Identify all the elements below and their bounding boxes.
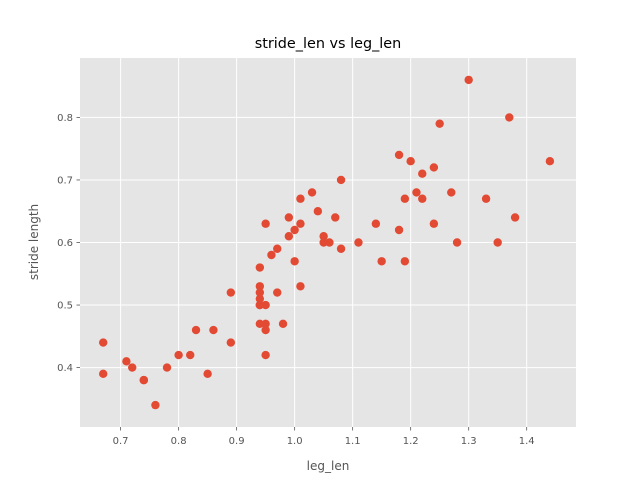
data-point — [412, 188, 421, 197]
y-tick-label: 0.6 — [57, 238, 73, 249]
data-point — [255, 263, 265, 272]
data-point — [290, 225, 299, 235]
data-point — [429, 163, 439, 172]
data-point — [203, 369, 212, 379]
x-tick-label: 0.9 — [229, 436, 245, 447]
x-axis-label: leg_len — [307, 459, 350, 473]
data-point — [296, 194, 305, 203]
data-point — [273, 244, 282, 253]
data-point — [290, 257, 299, 266]
data-point — [122, 357, 131, 366]
data-point — [400, 257, 410, 266]
data-point — [99, 369, 108, 379]
data-point — [255, 300, 265, 310]
x-tick-label: 0.7 — [113, 436, 129, 447]
data-point — [261, 319, 270, 329]
data-point — [325, 238, 334, 247]
x-tick-label: 1.3 — [461, 436, 477, 447]
x-tick-label: 1.1 — [345, 436, 361, 447]
data-point — [481, 194, 491, 203]
data-point — [139, 375, 149, 385]
data-point — [319, 238, 328, 247]
data-point — [267, 250, 276, 260]
data-point — [354, 238, 363, 247]
data-point — [284, 213, 294, 222]
data-point — [336, 175, 346, 185]
data-point — [331, 213, 340, 222]
data-point — [319, 232, 328, 241]
x-tick-label: 0.8 — [171, 436, 187, 447]
data-point — [418, 194, 427, 203]
data-point — [261, 219, 270, 228]
data-point — [226, 338, 236, 347]
data-point — [191, 325, 201, 335]
y-tick-label: 0.5 — [57, 301, 73, 312]
data-point — [464, 75, 473, 85]
data-point — [418, 169, 427, 178]
chart-title: stride_len vs leg_len — [255, 36, 402, 52]
data-point — [394, 225, 404, 235]
data-point — [447, 188, 456, 197]
data-point — [435, 119, 444, 128]
data-point — [273, 288, 282, 297]
data-point — [545, 156, 555, 166]
y-tick-label: 0.4 — [57, 363, 73, 374]
data-point — [261, 300, 270, 310]
data-point — [255, 282, 265, 291]
data-point — [174, 350, 183, 360]
data-point — [505, 113, 514, 122]
data-point — [226, 288, 236, 297]
x-tick-label: 1.2 — [403, 436, 419, 447]
data-point — [400, 194, 410, 203]
y-axis-label: stride length — [27, 204, 41, 280]
data-point — [406, 156, 415, 166]
data-point — [452, 238, 462, 247]
data-point — [261, 350, 270, 360]
data-point — [336, 244, 346, 253]
data-point — [371, 219, 381, 228]
data-point — [493, 238, 502, 247]
x-axis-ticks: 0.7 0.8 0.9 1.0 1.1 1.2 1.3 1.4 — [113, 427, 535, 447]
x-tick-label: 1.4 — [519, 436, 535, 447]
data-point — [510, 213, 520, 222]
data-point — [394, 150, 404, 160]
data-point — [255, 288, 265, 297]
data-point — [313, 207, 323, 216]
data-point — [261, 325, 270, 335]
y-tick-label: 0.8 — [57, 113, 73, 124]
data-point — [429, 219, 439, 228]
data-point — [255, 319, 265, 329]
data-point — [99, 338, 108, 347]
data-point — [162, 363, 172, 372]
data-point — [186, 350, 195, 360]
data-point — [377, 257, 386, 266]
x-tick-label: 1.0 — [287, 436, 303, 447]
data-point — [278, 319, 288, 329]
y-tick-label: 0.7 — [57, 175, 73, 186]
data-points — [99, 75, 555, 410]
y-axis-ticks: 0.4 0.5 0.6 0.7 0.8 — [57, 113, 80, 374]
data-point — [296, 282, 305, 291]
data-point — [307, 188, 317, 197]
data-point — [209, 325, 218, 335]
data-point — [151, 400, 160, 410]
data-point — [296, 219, 305, 228]
data-point — [128, 363, 137, 372]
data-point — [284, 232, 294, 241]
data-point — [255, 294, 265, 303]
